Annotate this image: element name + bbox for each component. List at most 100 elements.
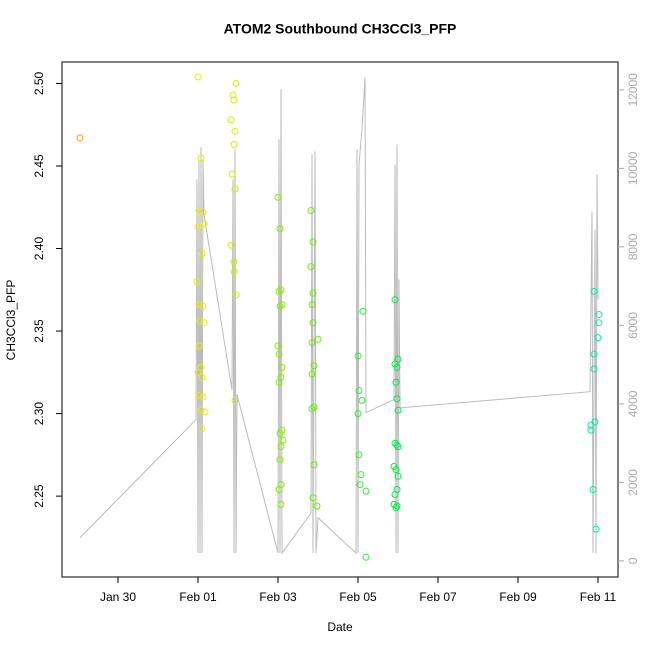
y2-tick-label: 4000 (626, 390, 640, 417)
data-point (276, 302, 284, 310)
data-point (279, 436, 287, 444)
data-point (309, 289, 317, 297)
data-point (232, 79, 240, 87)
data-point (276, 456, 284, 464)
data-point (309, 319, 317, 327)
y-axis-label: CH3CCl3_PFP (4, 280, 18, 361)
data-point (227, 241, 235, 249)
data-point (200, 220, 208, 228)
data-point (359, 307, 367, 315)
data-point (199, 302, 207, 310)
data-point (277, 286, 285, 294)
data-point (391, 296, 399, 304)
y-tick-label: 2.30 (32, 402, 46, 426)
y2-tick-label: 6000 (626, 312, 640, 339)
data-point (308, 370, 316, 378)
data-point (193, 278, 201, 286)
data-point (313, 502, 321, 510)
data-point (393, 363, 401, 371)
data-point (595, 319, 603, 327)
y2-tick-label: 8000 (626, 233, 640, 260)
data-point (354, 352, 362, 360)
data-point (393, 395, 401, 403)
data-point (198, 424, 206, 432)
y-tick-label: 2.40 (32, 237, 46, 261)
data-point (354, 410, 362, 418)
data-point (232, 291, 240, 299)
x-tick-label: Feb 11 (580, 590, 617, 604)
data-point (278, 301, 286, 309)
data-point (595, 311, 603, 319)
data-point (307, 207, 315, 215)
y-tick-label: 2.50 (32, 71, 46, 95)
data-point (356, 481, 364, 489)
x-axis-label: Date (327, 620, 353, 634)
data-point (194, 368, 202, 376)
data-point (392, 378, 400, 386)
data-point (308, 339, 316, 347)
data-point (200, 319, 208, 327)
data-point (231, 185, 239, 193)
data-point (199, 208, 207, 216)
data-point (589, 486, 597, 494)
data-point (309, 238, 317, 246)
data-point (394, 472, 402, 480)
data-point (362, 487, 370, 495)
y2-tick-label: 10000 (626, 151, 640, 185)
data-point (274, 193, 282, 201)
data-point (308, 301, 316, 309)
data-point (590, 350, 598, 358)
x-tick-label: Feb 07 (419, 590, 457, 604)
data-point (393, 502, 401, 510)
x-tick-label: Feb 01 (179, 590, 217, 604)
data-point (195, 207, 203, 215)
altitude-line (79, 77, 599, 555)
y2-tick-label: 0 (626, 557, 640, 564)
data-point (194, 73, 202, 81)
data-point (394, 406, 402, 414)
data-point (277, 443, 285, 451)
data-point (355, 386, 363, 394)
data-point (277, 500, 285, 508)
data-point (355, 451, 363, 459)
data-point (276, 429, 284, 437)
data-point (357, 471, 365, 479)
data-point (197, 154, 205, 162)
data-point (198, 249, 206, 257)
data-point (230, 258, 238, 266)
data-point (309, 494, 317, 502)
data-point (229, 91, 237, 99)
data-point (307, 263, 315, 271)
data-point (392, 504, 400, 512)
y2-tick-label: 12000 (626, 73, 640, 107)
data-point (194, 223, 202, 231)
data-point (590, 287, 598, 295)
data-point (230, 268, 238, 276)
data-point (199, 393, 207, 401)
data-point (231, 396, 239, 404)
data-point (195, 301, 203, 309)
data-point (594, 334, 602, 342)
data-point (278, 363, 286, 371)
chart-title: ATOM2 Southbound CH3CCl3_PFP (224, 21, 457, 37)
data-point (314, 335, 322, 343)
data-point (76, 134, 84, 142)
data-point (310, 403, 318, 411)
data-point (230, 96, 238, 104)
x-tick-label: Feb 09 (499, 590, 537, 604)
data-point (310, 362, 318, 370)
data-point (310, 461, 318, 469)
data-point (362, 553, 370, 561)
data-point (195, 342, 203, 350)
data-point (275, 486, 283, 494)
plot-box (61, 61, 619, 578)
data-point (308, 405, 316, 413)
data-point (197, 363, 205, 371)
data-point (394, 443, 402, 451)
data-point (196, 317, 204, 325)
y2-tick-label: 2000 (626, 469, 640, 496)
x-tick-label: Feb 03 (259, 590, 297, 604)
data-point (274, 342, 282, 350)
